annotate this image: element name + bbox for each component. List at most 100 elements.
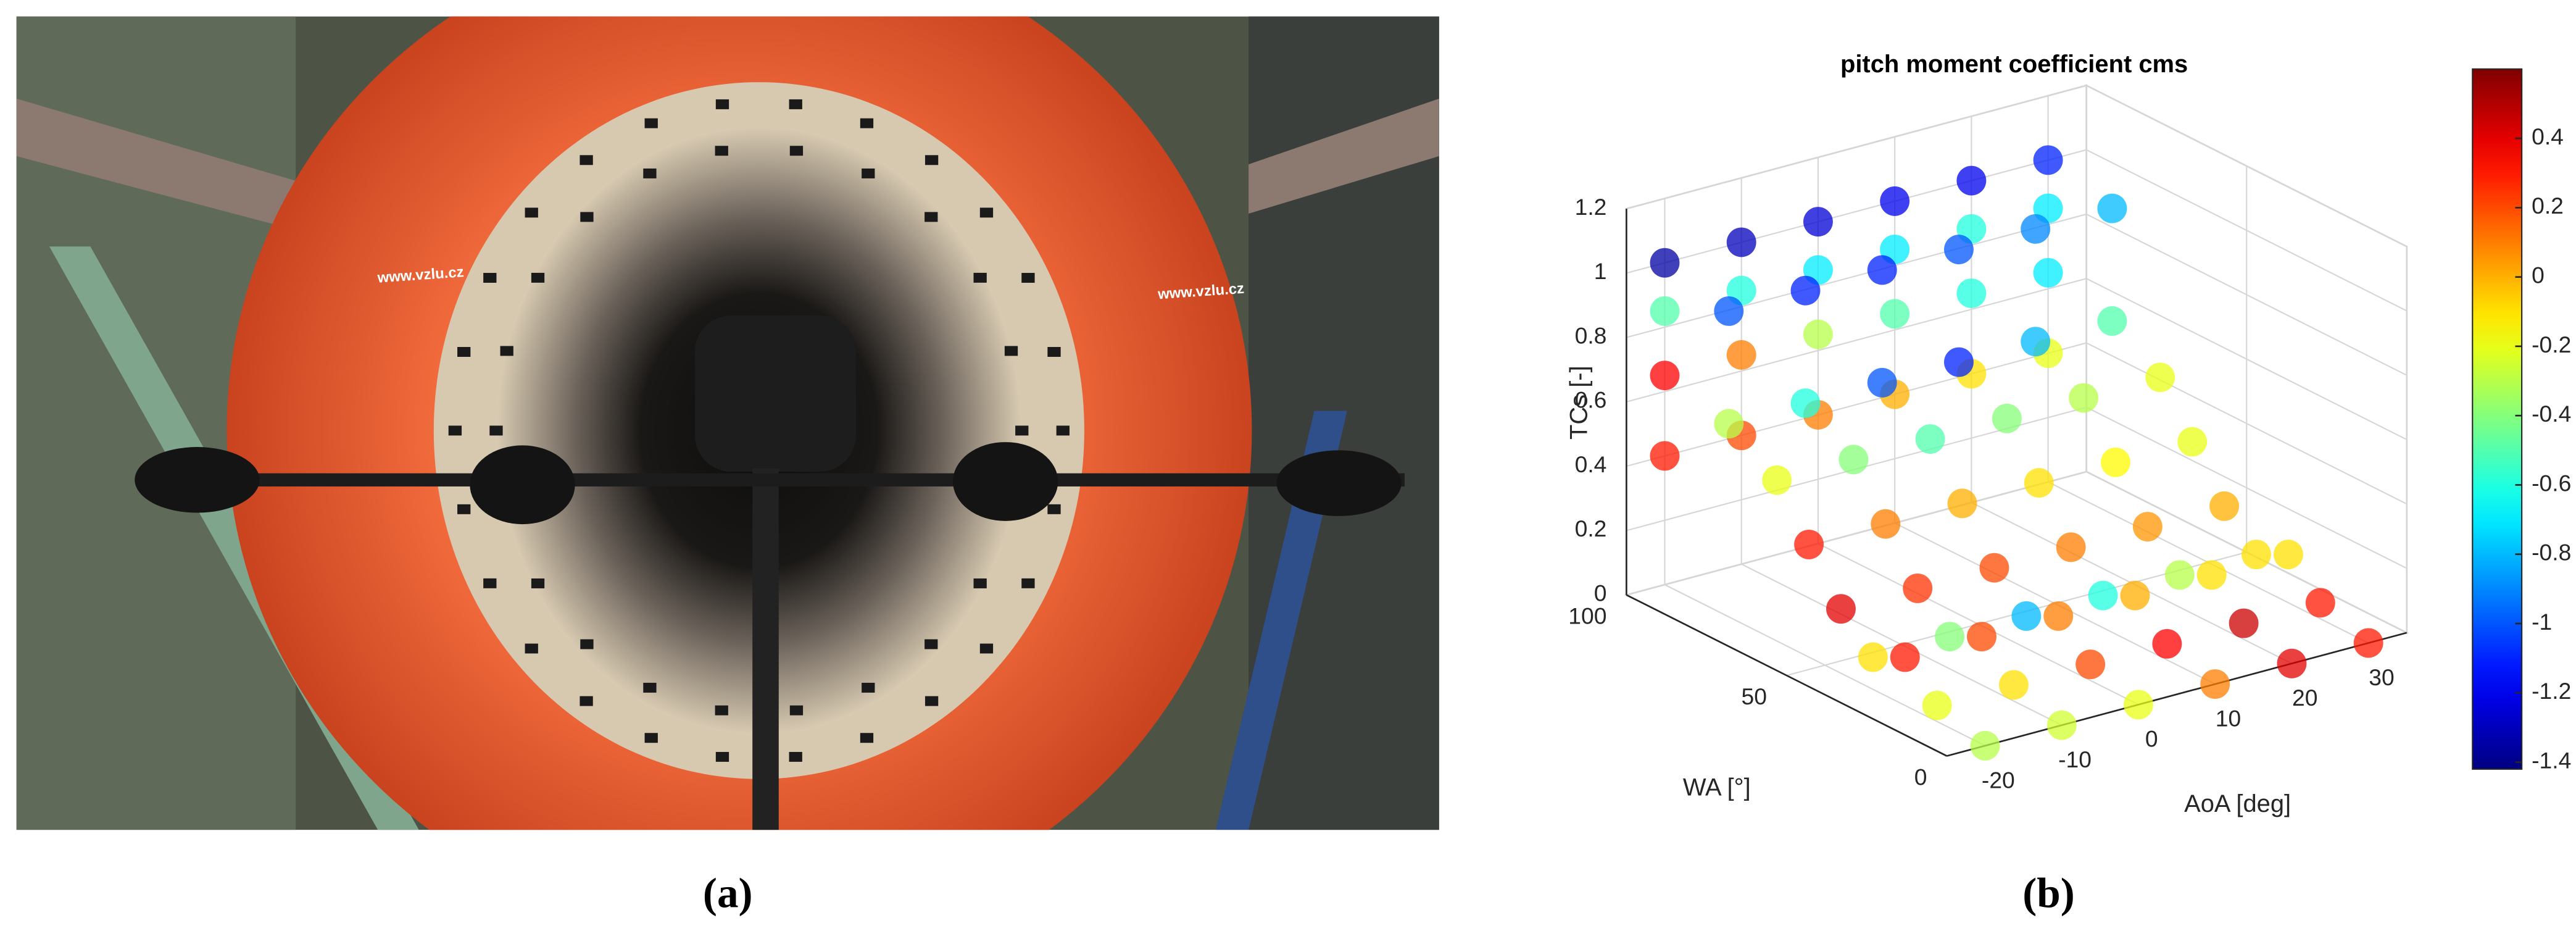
data-point — [1935, 622, 1965, 652]
grid-line — [1626, 342, 2087, 467]
tunnel-window — [860, 733, 874, 743]
data-point — [2305, 588, 2335, 618]
tunnel-window — [789, 146, 804, 156]
data-point — [2209, 491, 2240, 521]
tunnel-window — [1047, 504, 1061, 514]
data-point — [1944, 235, 1974, 265]
data-point — [1871, 509, 1901, 539]
tunnel-window — [789, 705, 804, 716]
tunnel-window — [1021, 273, 1035, 283]
chart: pitch moment coefficient cms TCs [-] WA … — [1565, 51, 2571, 817]
data-point — [2353, 628, 2383, 658]
data-point — [1839, 445, 1869, 475]
tunnel-window — [973, 578, 987, 588]
axis-line — [1626, 594, 1948, 757]
colorbar-tick-label: -0.2 — [2532, 332, 2571, 357]
tunnel-window — [715, 705, 728, 716]
data-point — [1944, 347, 1974, 377]
tunnel-window — [580, 212, 594, 222]
data-point — [1880, 186, 1910, 216]
tunnel-window — [1015, 425, 1029, 436]
grid-line — [1626, 278, 2087, 403]
data-point — [1650, 248, 1680, 278]
z-tick-label: 0.6 — [1575, 387, 1607, 413]
tunnel-window — [448, 425, 462, 436]
data-point — [2043, 601, 2074, 631]
tunnel-window — [715, 751, 729, 762]
data-point — [1970, 730, 2000, 761]
tunnel-window — [862, 682, 875, 693]
tunnel-window — [973, 272, 987, 283]
grid-line — [2086, 278, 2408, 441]
z-tick-label: 0.2 — [1575, 516, 1607, 541]
colorbar — [2472, 68, 2523, 770]
data-point — [1826, 594, 1856, 624]
tunnel-window — [483, 273, 497, 283]
colorbar-tick-label: -1 — [2532, 609, 2552, 635]
data-point — [2196, 560, 2227, 590]
data-point — [2101, 447, 2130, 477]
x-axis-label: AoA [deg] — [2184, 790, 2291, 817]
tunnel-window — [531, 578, 545, 588]
x-tick-label: -20 — [1982, 767, 2015, 793]
x-tick-label: 20 — [2292, 685, 2317, 711]
data-point — [1726, 340, 1756, 370]
photo: www.vzlu.cz www.vzlu.cz — [16, 16, 1439, 830]
grid-line — [2086, 213, 2408, 376]
data-point — [2145, 362, 2175, 393]
grid-line — [1626, 470, 2087, 596]
data-point — [2088, 580, 2118, 611]
caption: (a) — [703, 869, 753, 916]
z-tick-label: 1 — [1594, 258, 1607, 284]
tunnel-window — [924, 155, 939, 165]
z-tick-label: 0.8 — [1575, 322, 1607, 348]
colorbar-tick-label: -1.4 — [2532, 747, 2571, 773]
x-tick-label: -10 — [2058, 746, 2092, 772]
grid-line — [1626, 85, 2087, 210]
tunnel-window — [789, 751, 802, 762]
data-point — [2046, 710, 2077, 740]
grid-line — [2086, 406, 2408, 569]
tunnel-window — [924, 639, 938, 649]
tunnel-window — [789, 99, 802, 109]
data-point — [2033, 145, 2063, 175]
colorbar-tick-label: 0 — [2532, 262, 2545, 288]
tunnel-window — [1056, 425, 1070, 436]
data-point — [1998, 670, 2029, 700]
data-point — [1650, 296, 1680, 326]
tunnel-window — [580, 155, 593, 165]
data-point — [2021, 214, 2051, 244]
colorbar-tick-label: -0.8 — [2532, 540, 2571, 566]
tunnel-window — [531, 272, 545, 283]
data-point — [1922, 690, 1952, 720]
data-point — [1880, 299, 1910, 329]
colorbar-tick-label: 0.2 — [2532, 193, 2564, 219]
tunnel-window — [483, 578, 497, 588]
data-point — [2097, 193, 2127, 223]
chart-title: pitch moment coefficient cms — [1840, 51, 2188, 78]
data-point — [2120, 580, 2150, 611]
data-point — [2152, 628, 2182, 659]
tunnel-window — [1021, 578, 1035, 588]
tunnel-window — [643, 168, 657, 178]
z-tick-label: 0 — [1594, 580, 1607, 606]
data-point — [1915, 424, 1945, 454]
tunnel-window — [924, 696, 939, 706]
tunnel-window — [644, 733, 658, 743]
tunnel-window — [924, 212, 938, 222]
tunnel-window — [489, 425, 503, 436]
data-point — [1790, 275, 1821, 306]
tunnel-window — [1047, 347, 1061, 357]
data-point — [1714, 409, 1744, 439]
x-tick-label: 0 — [2145, 726, 2158, 752]
data-point — [2021, 327, 2051, 357]
data-point — [2124, 690, 2153, 720]
tunnel-window — [1004, 346, 1018, 356]
tunnel-window — [644, 118, 658, 128]
tunnel-window — [500, 346, 513, 356]
colorbar-tick-label: -0.4 — [2532, 401, 2571, 427]
tunnel-window — [580, 639, 594, 649]
tunnel-window — [979, 643, 994, 654]
colorbar-tick-label: 0.4 — [2532, 123, 2564, 149]
